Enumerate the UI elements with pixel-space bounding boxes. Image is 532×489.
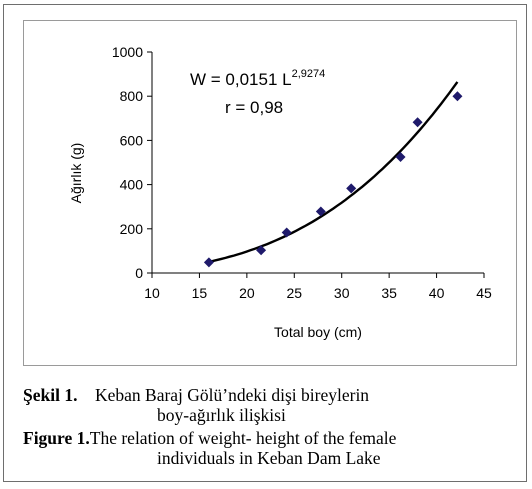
caption-english: Figure 1.The relation of weight- height … (23, 428, 523, 468)
data-point (395, 151, 406, 162)
x-tick-label: 15 (192, 285, 208, 301)
caption-tr-line1: Keban Baraj Gölü’ndeki dişi bireylerin (94, 385, 370, 405)
data-points (203, 91, 463, 268)
x-tick-label: 30 (334, 285, 350, 301)
data-point (281, 227, 292, 238)
correlation-label: r = 0,98 (225, 98, 283, 117)
x-tick-label: 20 (239, 285, 255, 301)
data-point (256, 245, 267, 256)
equation-main: W = 0,0151 L (190, 70, 292, 89)
caption-turkish: Şekil 1. Keban Baraj Gölü’ndeki dişi bir… (23, 385, 523, 425)
y-axis-title: Ağırlık (g) (68, 143, 84, 204)
data-point (346, 183, 357, 194)
ticks: 0 200 400 600 800 1000 10 15 20 25 30 35 40 45 (112, 44, 492, 301)
caption-en-line1: The relation of weight- height of the fe… (89, 428, 397, 448)
y-tick-label: 0 (135, 265, 143, 281)
x-axis-title: Total boy (cm) (274, 324, 362, 340)
x-tick-label: 10 (144, 285, 160, 301)
x-tick-label: 45 (476, 285, 492, 301)
y-tick-label: 400 (120, 177, 144, 193)
trend-equation: W = 0,0151 L2,9274 (190, 68, 325, 89)
caption-tr-label: Şekil 1. (23, 385, 78, 405)
caption-tr-line2: boy-ağırlık ilişkisi (157, 405, 286, 425)
y-tick-label: 600 (120, 132, 144, 148)
chart: 0 200 400 600 800 1000 10 15 20 25 30 35 40 45 Ağırlı… (68, 44, 492, 340)
trendline (208, 81, 459, 263)
y-tick-label: 800 (120, 88, 144, 104)
axes (151, 52, 484, 274)
caption-en-label: Figure 1. (23, 428, 90, 448)
x-tick-label: 40 (429, 285, 445, 301)
caption-en-line2: individuals in Keban Dam Lake (157, 448, 381, 468)
data-point (412, 117, 423, 128)
chart-area: 0 200 400 600 800 1000 10 15 20 25 30 35 40 45 Ağırlı… (23, 20, 517, 366)
trendline-group (208, 81, 459, 263)
x-tick-label: 35 (381, 285, 397, 301)
x-tick-label: 25 (286, 285, 302, 301)
y-tick-label: 200 (120, 221, 144, 237)
figure-frame: 0 200 400 600 800 1000 10 15 20 25 30 35 40 45 Ağırlı… (3, 4, 527, 482)
equation-exponent: 2,9274 (292, 68, 326, 80)
data-point (452, 91, 463, 102)
y-tick-label: 1000 (112, 44, 143, 60)
data-point (315, 206, 326, 217)
data-point (203, 257, 214, 268)
